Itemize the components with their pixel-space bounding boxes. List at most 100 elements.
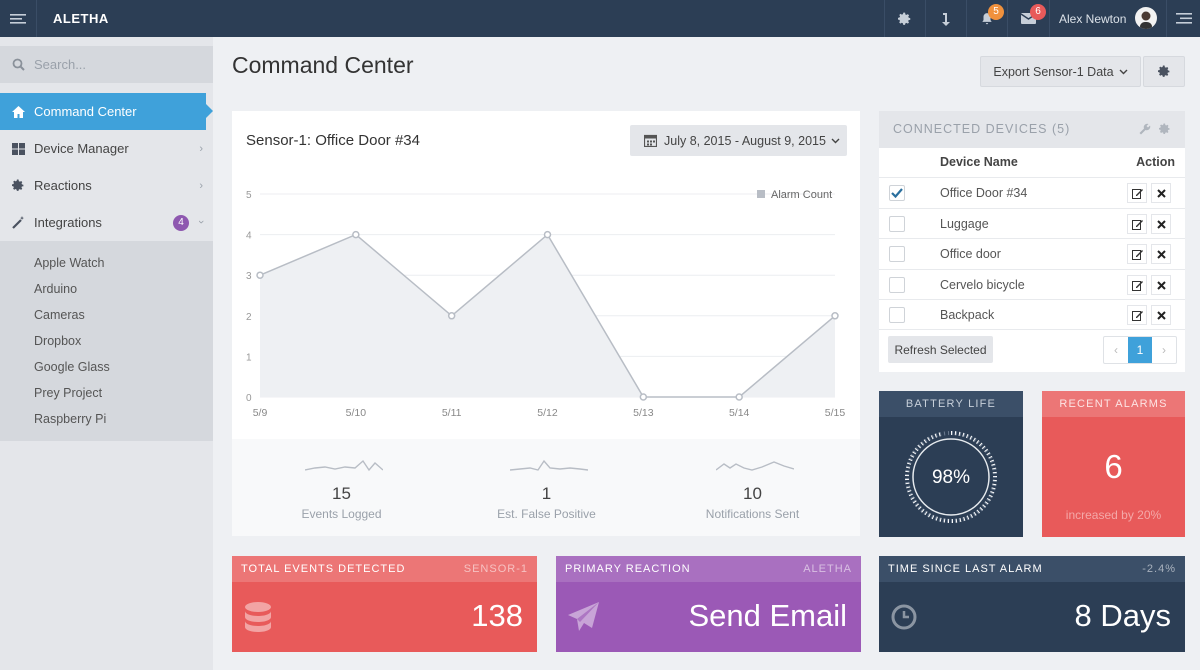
date-range-picker[interactable]: July 8, 2015 - August 9, 2015	[630, 125, 847, 156]
top-bar: ALETHA 5 6 Alex Newton	[0, 0, 1200, 37]
stat-label: Notifications Sent	[705, 507, 800, 521]
y-tick-label: 5	[246, 190, 252, 201]
close-icon	[1156, 249, 1166, 259]
data-point[interactable]	[447, 312, 456, 320]
gear-icon	[898, 12, 911, 25]
edit-button[interactable]	[1127, 244, 1147, 264]
sidebar-item-device-manager[interactable]: Device Manager ›	[0, 130, 213, 167]
device-name: Luggage	[940, 217, 989, 231]
alerts-button[interactable]: 5	[966, 0, 1007, 37]
stat-false-positive: 1 Est. False Positive	[442, 439, 651, 536]
stat-events-logged: 15 Events Logged	[237, 439, 446, 536]
search-input[interactable]	[34, 57, 194, 72]
user-menu[interactable]: Alex Newton	[1049, 0, 1166, 37]
column-header-device-name[interactable]: Device Name	[940, 155, 1018, 169]
chevron-right-icon: ›	[199, 180, 203, 192]
settings-button[interactable]	[884, 0, 925, 37]
sidebar-search	[0, 46, 213, 83]
submenu-item-apple-watch[interactable]: Apple Watch	[34, 256, 105, 270]
edit-button[interactable]	[1127, 275, 1147, 295]
menu-toggle-button[interactable]	[0, 0, 37, 37]
export-button-label: Export Sensor-1 Data	[993, 64, 1114, 79]
primary-reaction-tile: PRIMARY REACTION ALETHA Send Email	[556, 556, 861, 652]
chevron-down-icon: ›	[195, 220, 208, 224]
table-row: Office door	[879, 238, 1185, 269]
edit-button[interactable]	[1127, 183, 1147, 203]
device-name: Office door	[940, 247, 1001, 261]
time-since-alarm-value: 8 Days	[1074, 598, 1171, 633]
stat-label: Est. False Positive	[497, 507, 596, 521]
submenu-item-google-glass[interactable]: Google Glass	[34, 360, 110, 374]
x-tick-label: 5/11	[442, 407, 462, 419]
submenu-item-cameras[interactable]: Cameras	[34, 308, 85, 322]
user-name: Alex Newton	[1059, 11, 1127, 26]
sparkline-events	[305, 459, 383, 472]
sidebar-item-command-center[interactable]: Command Center	[0, 93, 213, 130]
data-point[interactable]	[256, 271, 264, 279]
edit-icon	[1131, 219, 1143, 230]
primary-reaction-header: PRIMARY REACTION ALETHA	[556, 556, 861, 582]
edit-button[interactable]	[1127, 305, 1147, 325]
pagination-next[interactable]: ›	[1162, 343, 1166, 357]
submenu-item-arduino[interactable]: Arduino	[34, 282, 78, 296]
y-tick-label: 1	[246, 352, 252, 363]
device-name: Office Door #34	[940, 186, 1028, 200]
data-point[interactable]	[543, 230, 552, 239]
submenu-item-prey-project[interactable]: Prey Project	[34, 386, 103, 400]
refresh-selected-button[interactable]: Refresh Selected	[888, 336, 993, 363]
clock-icon	[891, 604, 917, 630]
data-point[interactable]	[735, 393, 743, 401]
delete-button[interactable]	[1151, 275, 1171, 295]
column-header-action: Action	[1136, 155, 1175, 169]
table-row: Cervelo bicycle	[879, 269, 1185, 300]
data-point[interactable]	[639, 393, 648, 401]
row-checkbox[interactable]	[889, 277, 905, 293]
delete-button[interactable]	[1151, 305, 1171, 325]
page-title: Command Center	[232, 52, 414, 78]
time-since-alarm-label: TIME SINCE LAST ALARM	[888, 563, 1043, 575]
row-checkbox[interactable]	[889, 216, 905, 232]
time-since-alarm-tile: TIME SINCE LAST ALARM -2.4% 8 Days	[879, 556, 1185, 652]
row-checkbox[interactable]	[889, 246, 905, 262]
level-down-icon	[942, 12, 950, 26]
cog-icon	[12, 179, 24, 191]
primary-reaction-tag: ALETHA	[803, 563, 852, 575]
gear-icon[interactable]	[1159, 123, 1171, 135]
delete-button[interactable]	[1151, 214, 1171, 234]
x-tick-label: 5/10	[346, 407, 367, 419]
total-events-label: TOTAL EVENTS DETECTED	[241, 563, 406, 575]
sidebar-item-reactions[interactable]: Reactions ›	[0, 167, 213, 204]
stat-value: 15	[332, 484, 351, 503]
avatar	[1135, 7, 1157, 29]
brand-logo[interactable]: ALETHA	[53, 11, 109, 26]
search-icon	[12, 58, 25, 71]
messages-button[interactable]: 6	[1007, 0, 1049, 37]
page-settings-button[interactable]	[1143, 56, 1185, 87]
delete-button[interactable]	[1151, 244, 1171, 264]
submenu-item-dropbox[interactable]: Dropbox	[34, 334, 82, 348]
edit-icon	[1131, 280, 1143, 291]
pagination-prev[interactable]: ‹	[1114, 343, 1118, 357]
edit-button[interactable]	[1127, 214, 1147, 234]
submenu-item-raspberry-pi[interactable]: Raspberry Pi	[34, 412, 107, 426]
th-large-icon	[12, 142, 25, 155]
total-events-value: 138	[471, 598, 523, 633]
sidebar-item-integrations[interactable]: Integrations 4 ›	[0, 204, 213, 241]
pagination-page[interactable]: 1	[1128, 337, 1152, 363]
caret-down-icon	[831, 138, 840, 143]
connected-devices-panel: CONNECTED DEVICES (5) Device Name Action…	[879, 111, 1185, 372]
gear-icon	[1157, 65, 1169, 77]
time-since-alarm-header: TIME SINCE LAST ALARM -2.4%	[879, 556, 1185, 582]
x-tick-label: 5/15	[825, 407, 846, 419]
row-checkbox[interactable]	[889, 185, 905, 201]
device-name: Backpack	[940, 308, 995, 322]
export-data-button[interactable]: Export Sensor-1 Data	[980, 56, 1141, 87]
right-panel-toggle[interactable]	[1166, 0, 1200, 37]
sort-button[interactable]	[925, 0, 966, 37]
data-point[interactable]	[831, 312, 839, 320]
hamburger-icon	[10, 13, 26, 24]
delete-button[interactable]	[1151, 183, 1171, 203]
row-checkbox[interactable]	[889, 307, 905, 323]
wrench-icon[interactable]	[1139, 123, 1151, 135]
data-point[interactable]	[352, 230, 360, 239]
